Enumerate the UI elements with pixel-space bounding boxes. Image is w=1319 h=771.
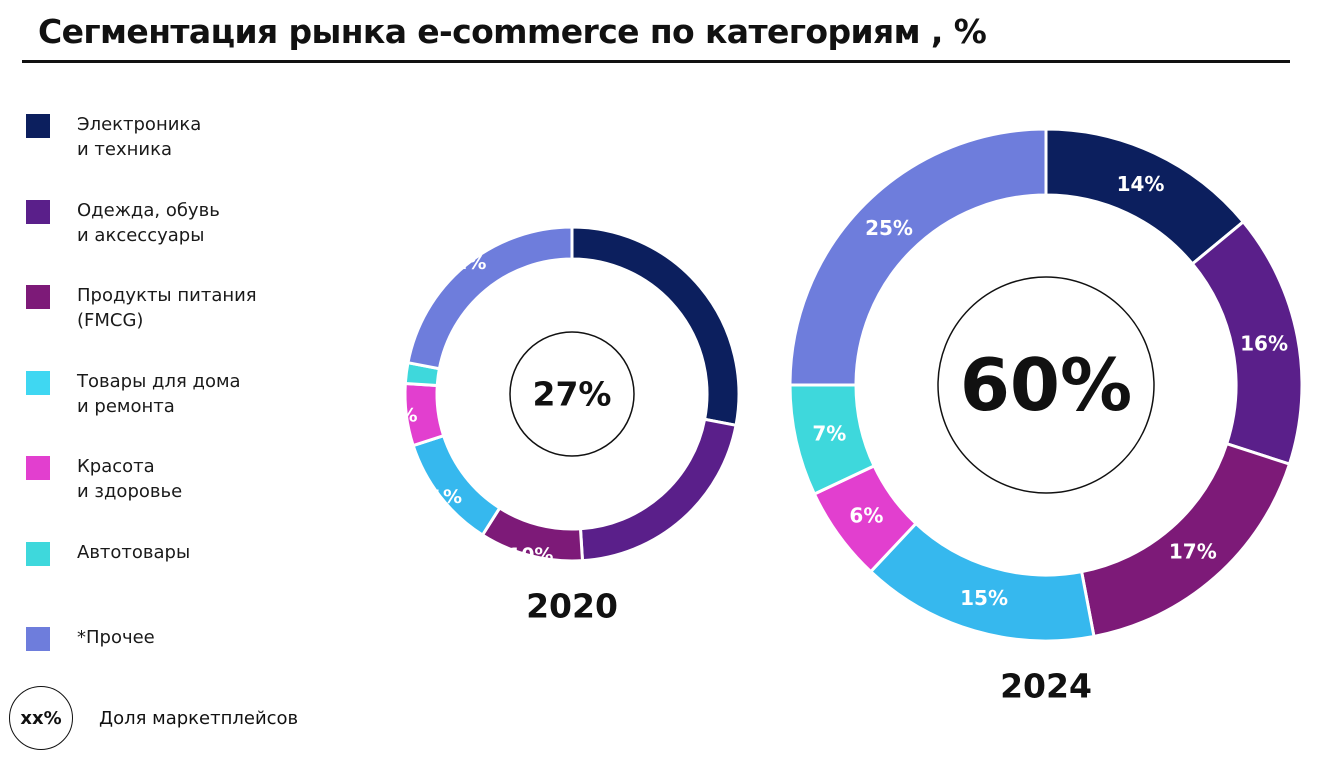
legend-item-beauty: Красота и здоровье [26,454,182,504]
legend-swatch [26,627,50,651]
legend-label: Одежда, обувь и аксессуары [77,200,220,246]
segment-value-label: 22% [441,252,486,274]
legend-label: Товары для дома и ремонта [77,371,241,417]
marketplace-share-key: xx% Доля маркетплейсов [9,686,298,750]
donut-2024: 14% 16% 17% 15% 6% 7% 25% 60% 2024 [788,127,1304,706]
segment-value-label: 11% [417,486,462,508]
marketplace-share-value: 27% [533,375,612,414]
legend-item-other: *Прочее [26,625,155,651]
legend-swatch [26,371,50,395]
segment-value-label: 15% [960,586,1008,610]
segment-value-label: 7% [812,421,846,445]
legend-item-clothing: Одежда, обувь и аксессуары [26,198,220,248]
segment-value-label: 6% [385,405,417,427]
legend-swatch [26,542,50,566]
legend-swatch [26,200,50,224]
marketplace-share-circle [937,276,1155,494]
segment-value-label: 6% [849,503,883,527]
legend-swatch [26,285,50,309]
donut-segment [1044,127,1246,267]
legend-label: Продукты питания (FMCG) [77,285,257,331]
legend-swatch [26,456,50,480]
legend-label: Автотовары [77,542,191,563]
donut-segment [406,225,574,371]
segment-value-label: 16% [1240,331,1288,355]
donut-segment [788,127,1048,387]
marketplace-share-value: 60% [960,343,1132,427]
legend-label: Электроника и техника [77,114,202,160]
legend-item-auto: Автотовары [26,540,190,566]
donut-2020: 28% 21% 10% 11% 6% 2% 22% 27% 2020 [371,225,741,626]
legend-swatch [26,114,50,138]
legend-label: Красота и здоровье [77,456,183,502]
segment-value-label: 25% [865,216,913,240]
share-key-label: Доля маркетплейсов [99,707,299,729]
donut-segment [868,521,1096,643]
segment-value-label: 21% [672,523,717,545]
segment-value-label: 14% [1117,172,1165,196]
legend-item-home: Товары для дома и ремонта [26,369,241,419]
segment-value-label: 17% [1169,540,1217,564]
share-sample-circle: xx% [9,686,73,750]
year-label: 2020 [526,587,618,626]
legend-item-electronics: Электроника и техника [26,112,201,162]
legend-label: *Прочее [77,627,155,648]
segment-value-label: 10% [508,544,553,566]
title-divider [22,60,1290,63]
chart-title: Сегментация рынка e-commerce по категори… [38,12,987,51]
segment-value-label: 28% [693,264,738,286]
legend-item-fmcg: Продукты питания (FMCG) [26,283,257,333]
year-label: 2024 [1000,667,1092,706]
marketplace-share-circle [509,331,635,457]
segment-value-label: 2% [371,360,403,382]
